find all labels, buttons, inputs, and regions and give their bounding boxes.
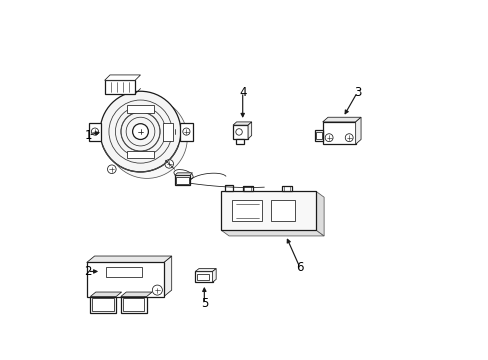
Circle shape bbox=[91, 128, 99, 135]
Text: 5: 5 bbox=[200, 297, 207, 310]
Text: 4: 4 bbox=[239, 86, 246, 99]
Polygon shape bbox=[221, 230, 324, 236]
Circle shape bbox=[164, 159, 173, 168]
Polygon shape bbox=[90, 292, 122, 297]
Bar bbox=[271, 201, 294, 221]
Bar bbox=[221, 192, 316, 230]
Bar bbox=[314, 130, 322, 140]
Circle shape bbox=[325, 134, 332, 141]
Bar bbox=[233, 125, 247, 139]
Ellipse shape bbox=[174, 170, 193, 180]
Circle shape bbox=[152, 285, 162, 295]
Bar bbox=[242, 186, 252, 192]
Bar bbox=[122, 298, 144, 311]
Bar bbox=[126, 105, 154, 113]
Polygon shape bbox=[322, 117, 360, 122]
Text: 6: 6 bbox=[296, 261, 303, 274]
Bar bbox=[231, 201, 262, 221]
Bar bbox=[284, 186, 290, 191]
Bar bbox=[180, 123, 192, 140]
Bar bbox=[175, 175, 190, 185]
Bar bbox=[163, 123, 173, 140]
Circle shape bbox=[132, 124, 148, 139]
Bar bbox=[86, 262, 163, 297]
Polygon shape bbox=[163, 256, 171, 297]
Circle shape bbox=[107, 165, 116, 174]
Bar bbox=[322, 122, 355, 144]
Polygon shape bbox=[104, 75, 140, 80]
Text: 1: 1 bbox=[84, 129, 92, 142]
Polygon shape bbox=[195, 269, 216, 271]
Ellipse shape bbox=[106, 98, 187, 179]
Bar bbox=[106, 267, 142, 277]
Bar bbox=[121, 297, 146, 313]
Circle shape bbox=[100, 91, 181, 172]
Bar bbox=[197, 274, 208, 280]
Bar bbox=[195, 271, 212, 282]
Polygon shape bbox=[121, 292, 152, 297]
Polygon shape bbox=[175, 173, 192, 175]
Polygon shape bbox=[233, 122, 251, 125]
Polygon shape bbox=[247, 122, 251, 139]
Text: 2: 2 bbox=[83, 265, 91, 278]
Bar bbox=[90, 297, 116, 313]
Circle shape bbox=[345, 134, 352, 141]
Polygon shape bbox=[316, 192, 324, 236]
Polygon shape bbox=[212, 269, 216, 282]
Circle shape bbox=[183, 128, 190, 135]
Bar bbox=[224, 185, 232, 192]
Polygon shape bbox=[86, 256, 171, 262]
Bar bbox=[92, 298, 114, 311]
Circle shape bbox=[235, 129, 242, 135]
Bar bbox=[176, 177, 188, 184]
Text: 3: 3 bbox=[353, 86, 361, 99]
Bar bbox=[315, 132, 321, 139]
Bar bbox=[88, 123, 101, 140]
Bar bbox=[104, 80, 135, 94]
Bar bbox=[244, 186, 250, 191]
Bar bbox=[126, 150, 154, 158]
Polygon shape bbox=[355, 117, 360, 144]
Bar bbox=[282, 186, 292, 192]
Bar bbox=[235, 139, 244, 144]
